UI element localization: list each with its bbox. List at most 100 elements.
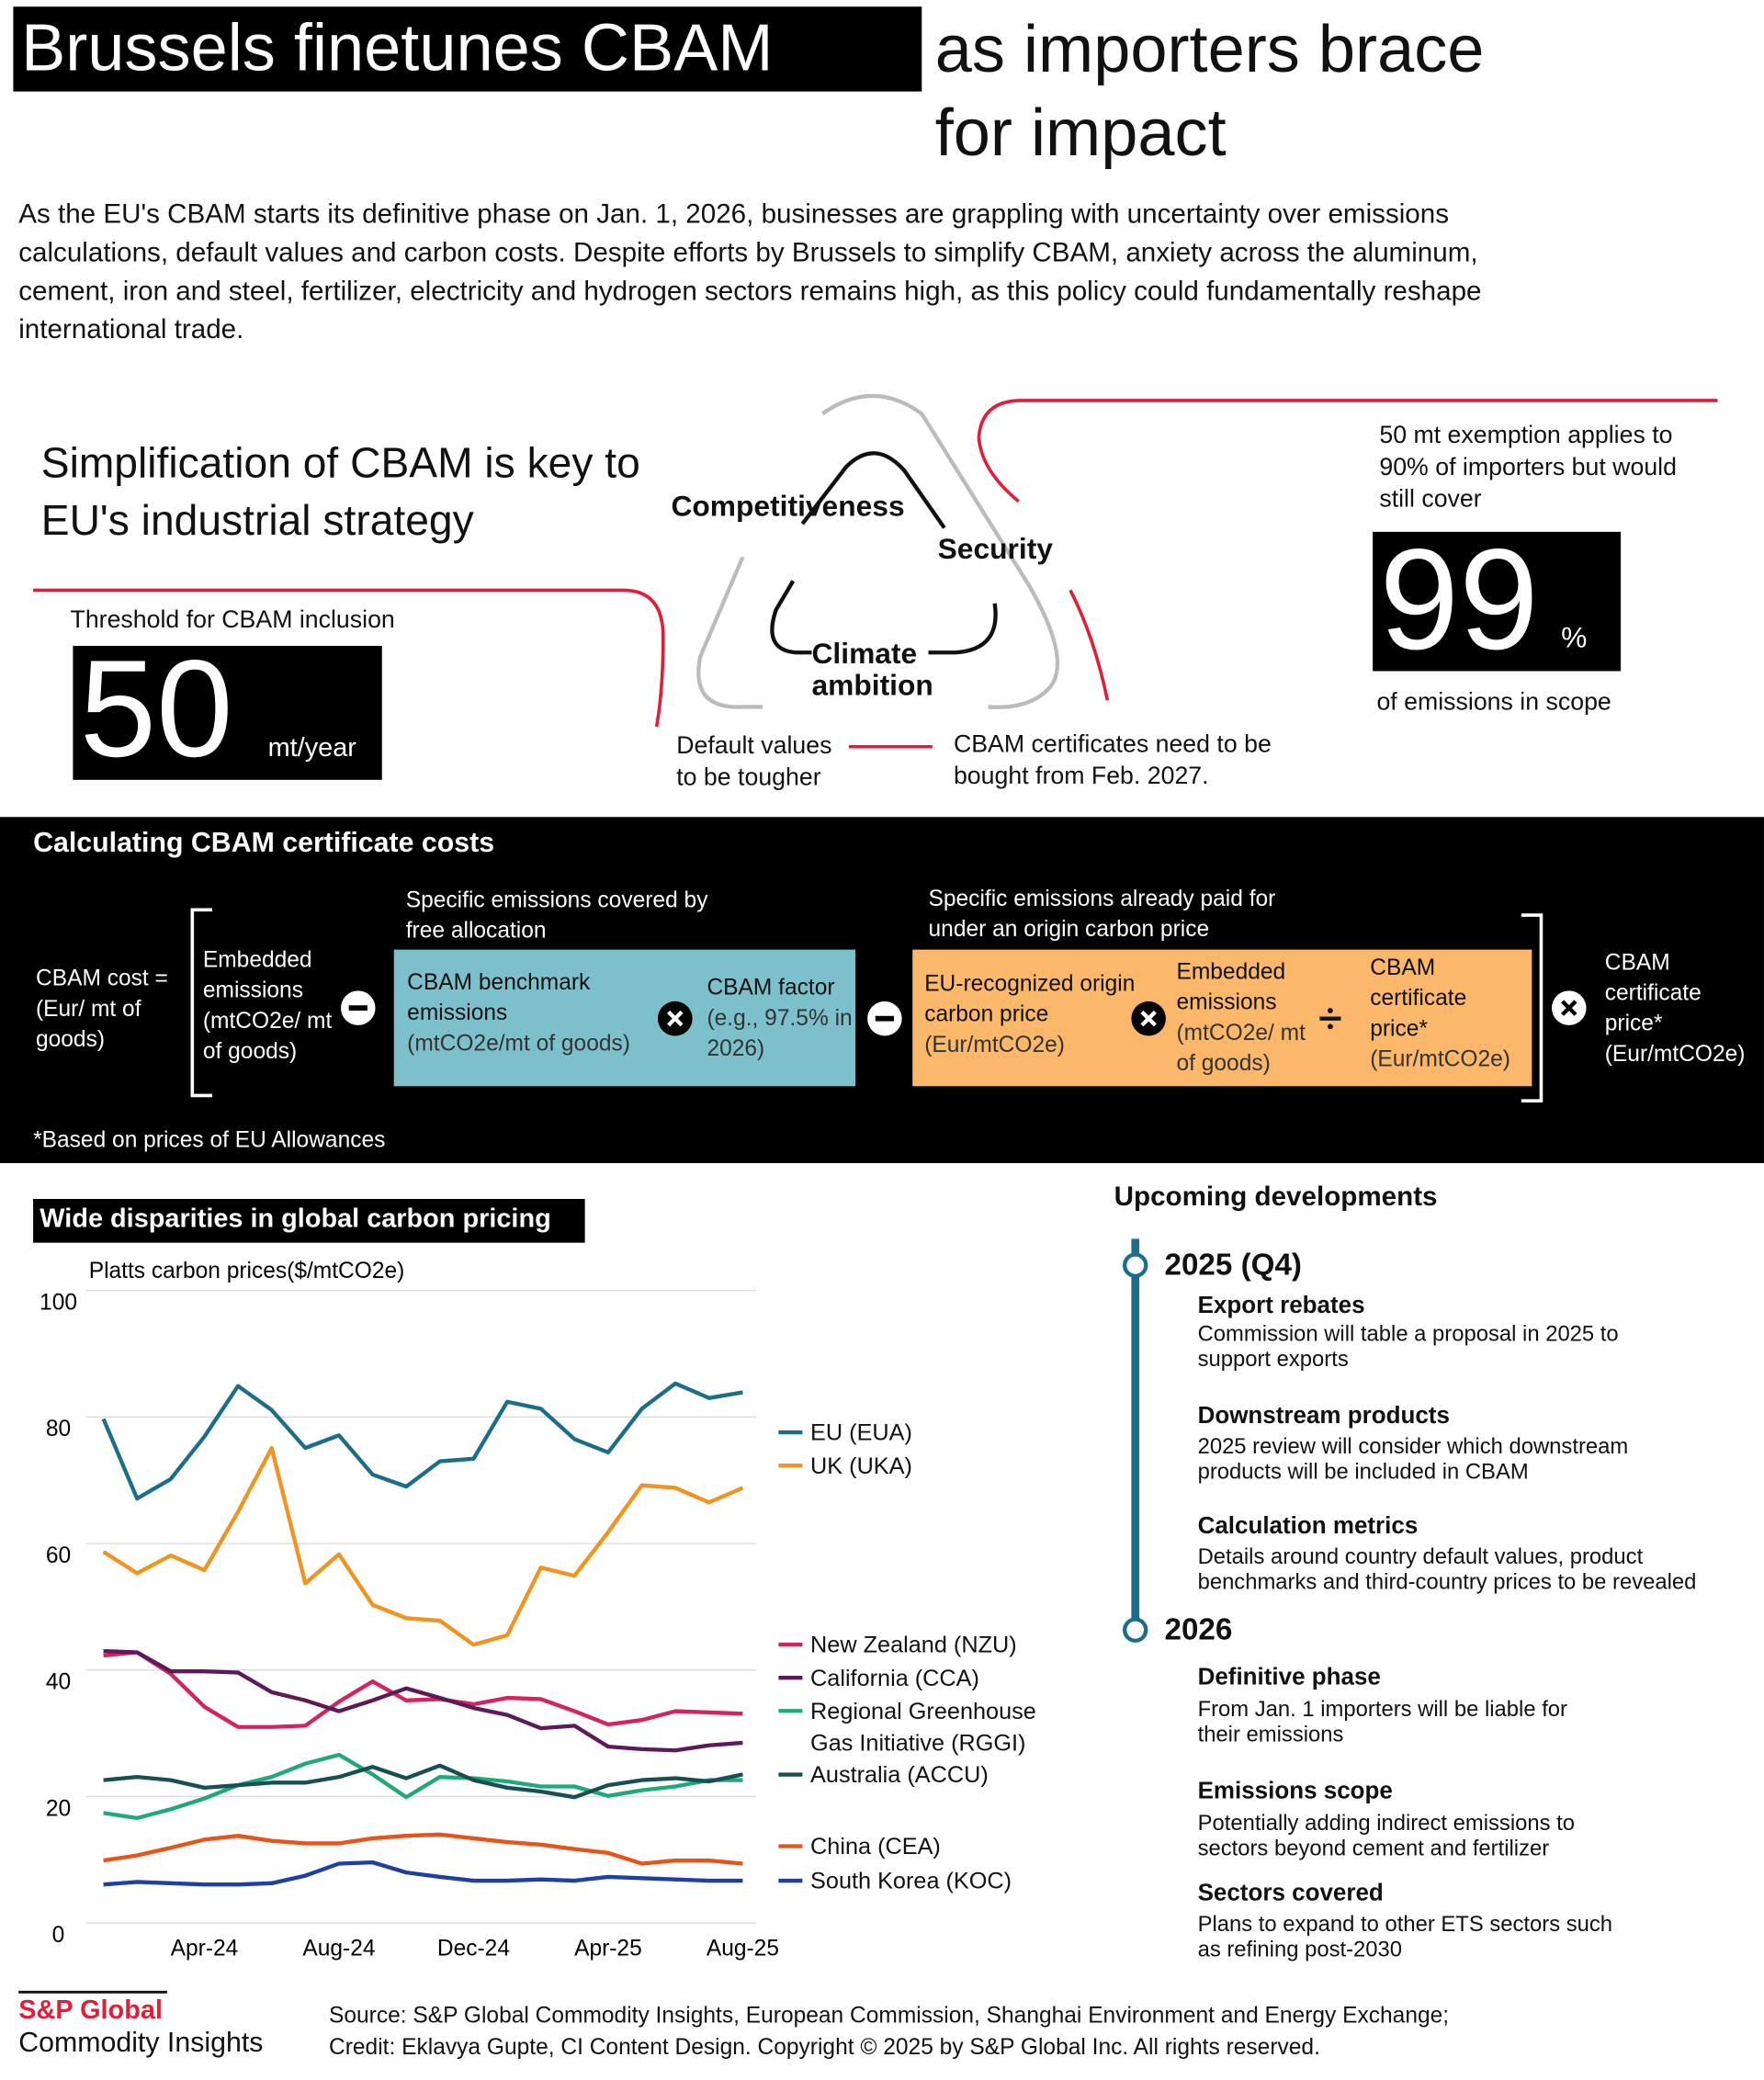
label: of emissions in scope — [1376, 686, 1611, 716]
legend-label: South Korea (KOC) — [810, 1867, 1012, 1894]
term: EU-recognized origin carbon price — [924, 970, 1136, 1027]
legend-label: Australia (ACCU) — [810, 1761, 989, 1788]
origin-box — [912, 949, 1532, 1087]
legend-label: Regional Greenhouse Gas Initiative (RGGI… — [810, 1697, 1036, 1757]
chart-title: Wide disparities in global carbon pricin… — [40, 1204, 551, 1234]
big-value: 50 — [79, 632, 233, 787]
item: Export rebates Commission will table a pr… — [1198, 1292, 1649, 1373]
series-line — [103, 1648, 743, 1753]
item-text: Plans to expand to other ETS sectors suc… — [1197, 1912, 1613, 1962]
item-title: Emissions scope — [1197, 1777, 1393, 1804]
legend-label: California (CCA) — [810, 1664, 979, 1691]
triangle — [696, 393, 1060, 709]
bracket — [1521, 913, 1544, 1102]
x-tick-label: Aug-24 — [302, 1937, 375, 1961]
term: CBAM certificate price* — [1370, 955, 1467, 1042]
heading: Simplification of CBAM is key to EU's in… — [40, 438, 640, 544]
formula-text: Specific emissions already paid for unde… — [928, 886, 1276, 942]
source: Source: S&P Global Commodity Insights, E… — [329, 2002, 1450, 2029]
intro: As the EU's CBAM starts its definitive p… — [18, 198, 1482, 345]
x-tick-label: Dec-24 — [437, 1937, 510, 1961]
item-title: Calculation metrics — [1197, 1511, 1419, 1539]
term: Embedded emissions — [1176, 958, 1286, 1015]
y-tick-label: 0 — [52, 1923, 65, 1948]
series-line — [103, 1860, 743, 1887]
exemption: 50 mt exemption applies to 90% of import… — [1379, 420, 1677, 513]
y-tick-label: 100 — [40, 1291, 77, 1316]
y-tick-label: 20 — [46, 1796, 71, 1821]
item-title: Sectors covered — [1197, 1879, 1384, 1906]
benchmark-box — [393, 949, 856, 1087]
title-highlight — [13, 6, 922, 92]
x-tick-label: Aug-25 — [707, 1937, 779, 1961]
timeline-title: Upcoming developments — [1114, 1181, 1438, 1213]
formula-text: Embedded emissions (mtCO2e/ mt of goods) — [202, 946, 333, 1064]
series-line — [103, 1763, 743, 1800]
legend-label: UK (UKA) — [810, 1452, 912, 1479]
brand: S&P Global — [18, 1995, 163, 2026]
unit: mt/year — [267, 733, 356, 763]
inner-loop — [770, 451, 998, 655]
term: CBAM certificate price* — [1604, 949, 1702, 1036]
bracket — [190, 908, 212, 1098]
legend-label: China (CEA) — [810, 1833, 941, 1860]
item-title: Definitive phase — [1197, 1663, 1381, 1690]
formula-text: CBAM certificate price* (Eur/mtCO2e) — [1605, 947, 1761, 1069]
label: Threshold for CBAM inclusion — [70, 605, 395, 633]
item: Emissions scope Potentially adding indire… — [1198, 1777, 1649, 1861]
formula-text: CBAM cost = (Eur/ mt of goods) — [35, 965, 168, 1052]
item-title: Downstream products — [1197, 1401, 1450, 1429]
red-line — [1069, 589, 1110, 701]
item: Downstream products 2025 review will cons… — [1198, 1402, 1689, 1486]
formula-text: CBAM benchmark emissions (mtCO2e/mt of go… — [407, 967, 659, 1058]
y-tick-label: 40 — [46, 1670, 71, 1695]
pillar: Security — [937, 531, 1053, 565]
pillar: Climate ambition — [811, 636, 933, 702]
item: Sectors covered Plans to expand to other … — [1198, 1880, 1623, 1963]
operators — [341, 990, 1587, 1036]
series-line — [103, 1752, 743, 1821]
title: as importers brace for impact — [935, 8, 1599, 175]
series-line — [103, 1650, 743, 1729]
unit: (mtCO2e/ mt of goods) — [1176, 1020, 1306, 1076]
term: CBAM factor — [707, 975, 835, 1000]
y-tick-label: 80 — [46, 1417, 71, 1441]
pillar: Competitiveness — [671, 489, 905, 523]
timeline-dot — [1123, 1252, 1148, 1278]
red-line — [33, 588, 665, 728]
brand-sub: Commodity Insights — [18, 2028, 264, 2059]
timeline-dot — [1123, 1617, 1148, 1643]
value-box — [73, 646, 382, 780]
formula-text: CBAM factor (e.g., 97.5% in 2026) — [707, 972, 853, 1064]
note: CBAM certificates need to be bought from… — [953, 729, 1272, 789]
item-text: Commission will table a proposal in 2025… — [1197, 1322, 1619, 1372]
formula-text: EU-recognized origin carbon price (Eur/mt… — [924, 968, 1136, 1060]
item-text: Potentially adding indirect emissions to… — [1197, 1811, 1576, 1861]
item: Calculation metrics Details around countr… — [1198, 1512, 1762, 1596]
unit: (mtCO2e/mt of goods) — [407, 1030, 630, 1057]
series-line — [101, 1381, 743, 1501]
title-rest: as importers brace for impact — [934, 11, 1485, 170]
x-tick-label: Apr-24 — [171, 1937, 239, 1961]
unit: (Eur/mtCO2e) — [1370, 1046, 1510, 1072]
item-text: Details around country default values, p… — [1197, 1544, 1697, 1595]
chart-title-box — [33, 1199, 585, 1243]
value-box — [1373, 531, 1622, 672]
title: Brussels finetunes CBAM — [21, 10, 774, 85]
unit: (Eur/mtCO2e) — [924, 1032, 1065, 1057]
legend-label: New Zealand (NZU) — [810, 1631, 1017, 1658]
year: 2026 — [1164, 1611, 1233, 1646]
year: 2025 (Q4) — [1164, 1246, 1302, 1282]
term: CBAM benchmark emissions — [407, 969, 591, 1025]
x-tick-label: Apr-25 — [574, 1937, 642, 1961]
y-tick-label: 60 — [46, 1543, 71, 1568]
item-text: 2025 review will consider which downstre… — [1197, 1434, 1629, 1485]
series-line — [102, 1445, 744, 1647]
formula-text: Embedded emissions (mtCO2e/ mt of goods) — [1176, 956, 1316, 1079]
y-axis-label: Platts carbon prices($/mtCO2e) — [89, 1259, 405, 1283]
red-line — [977, 399, 1718, 503]
item: Definitive phase From Jan. 1 importers wi… — [1198, 1663, 1596, 1747]
formula-text: Specific emissions covered by free alloc… — [405, 887, 708, 944]
footnote: *Based on prices of EU Allowances — [33, 1127, 386, 1153]
